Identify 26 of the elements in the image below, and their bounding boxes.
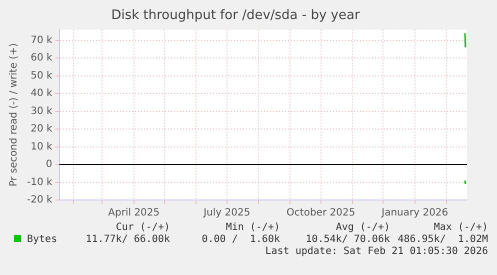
y-tick-label: -20 k: [26, 194, 52, 206]
y-tick-label: 40 k: [30, 88, 53, 100]
x-tick-label: April 2025: [108, 208, 160, 219]
text: 0.00 / 1.60k: [200, 234, 280, 246]
text: 486.95k/ 1.02M: [396, 234, 488, 246]
x-tick-label: July 2025: [202, 208, 250, 219]
text: Min (-/+): [224, 222, 280, 234]
x-tick-label: January 2026: [380, 208, 448, 219]
y-tick-label: 10 k: [30, 141, 53, 152]
y-tick-label: 30 k: [30, 106, 53, 117]
text: Max (-/+): [432, 222, 488, 234]
y-tick-label: 70 k: [30, 34, 53, 46]
y-tick-label: 0: [46, 159, 52, 170]
chart-title: Disk throughput for /dev/sda - by year: [111, 8, 360, 24]
legend-label: Bytes: [26, 234, 58, 246]
text: 11.77k/ 66.00k: [84, 234, 170, 246]
y-tick-label: 60 k: [30, 52, 53, 64]
x-tick-label: October 2025: [286, 208, 356, 219]
y-axis-title: Pr second read (-) / write (+): [8, 43, 20, 186]
y-tick-label: -10 k: [26, 176, 52, 188]
y-tick-label: 50 k: [30, 70, 53, 82]
y-tick-label: 20 k: [30, 124, 53, 135]
text: Cur (-/+): [114, 222, 170, 234]
text: Last update: Sat Feb 21 01:05:30 2026: [264, 246, 488, 258]
text: 10.54k/ 70.06k: [304, 234, 390, 246]
text: Avg (-/+): [334, 222, 390, 234]
